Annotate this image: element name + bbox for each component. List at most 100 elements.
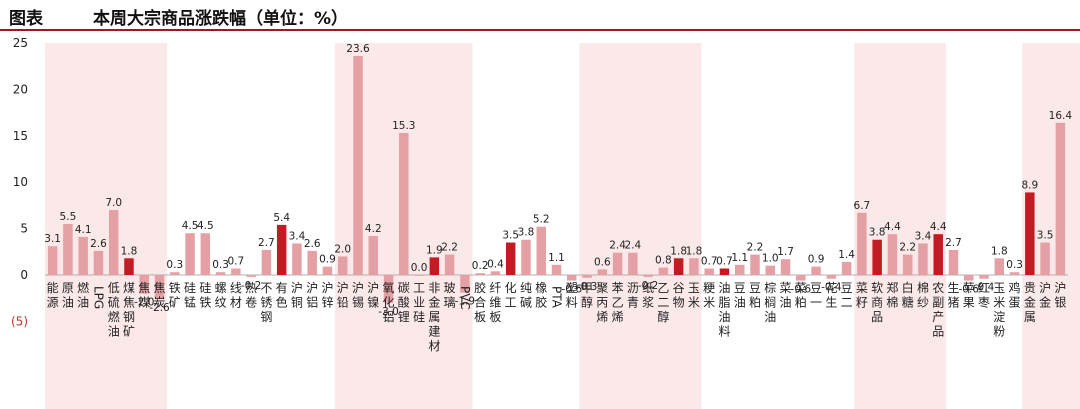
y-tick-label: 15 bbox=[13, 129, 28, 143]
y-tick-label: 5 bbox=[20, 222, 28, 236]
data-label: -0.6 bbox=[959, 284, 980, 296]
category-label: 碳酸锂 bbox=[398, 281, 410, 324]
bar bbox=[994, 258, 1005, 275]
bar bbox=[490, 271, 501, 275]
bar bbox=[643, 275, 653, 277]
category-label: 硅铁 bbox=[199, 281, 211, 310]
category-label: 生猪 bbox=[947, 281, 959, 310]
category-label: 油脂油料 bbox=[718, 281, 730, 339]
category-label: PVC bbox=[458, 286, 472, 310]
bar bbox=[964, 275, 974, 281]
category-label: 螺纹 bbox=[215, 281, 227, 310]
data-label: 4.4 bbox=[884, 221, 901, 233]
category-label: 棕榈油 bbox=[764, 280, 776, 324]
data-label: 0.7 bbox=[228, 256, 245, 268]
data-label: 2.7 bbox=[945, 237, 962, 249]
y-tick-label: 10 bbox=[13, 175, 28, 189]
category-label: 苹果 bbox=[963, 281, 975, 310]
category-label: 焦炭 bbox=[154, 281, 166, 310]
data-label: -2.0 bbox=[134, 297, 155, 309]
category-label: 豆粕 bbox=[749, 281, 761, 310]
category-label: 甲醇 bbox=[581, 281, 593, 310]
bar bbox=[673, 258, 684, 275]
data-label: -2.6 bbox=[149, 302, 170, 314]
data-label: 7.0 bbox=[105, 197, 122, 209]
category-label: 粳米 bbox=[703, 281, 715, 310]
data-label: 1.9 bbox=[426, 244, 443, 256]
category-label: 热卷 bbox=[245, 281, 257, 310]
category-label: 豆一 bbox=[810, 281, 822, 310]
bar bbox=[521, 239, 531, 275]
data-label: 0.9 bbox=[808, 254, 825, 266]
data-label: 0.4 bbox=[487, 258, 504, 270]
category-label: 软商品 bbox=[871, 281, 883, 324]
bar bbox=[887, 234, 898, 275]
data-label: -1.9 bbox=[455, 296, 476, 308]
category-label: 燃油 bbox=[77, 280, 89, 310]
bar bbox=[567, 275, 577, 281]
bar bbox=[276, 224, 287, 275]
data-label: -0.4 bbox=[974, 282, 995, 294]
category-label: 化工 bbox=[505, 281, 517, 310]
bar bbox=[200, 233, 211, 275]
bar bbox=[108, 210, 119, 275]
category-label: PTA bbox=[550, 286, 564, 309]
bar bbox=[231, 268, 241, 275]
data-label: 0.3 bbox=[1006, 259, 1023, 271]
category-label: 纤维板 bbox=[489, 281, 501, 324]
data-label: 0.8 bbox=[655, 255, 672, 267]
bar bbox=[1025, 192, 1035, 275]
bar bbox=[93, 250, 104, 275]
category-label: 能源 bbox=[47, 281, 59, 310]
data-label: 1.8 bbox=[121, 245, 138, 257]
data-label: 4.5 bbox=[182, 220, 199, 232]
data-label: 2.2 bbox=[441, 242, 458, 254]
data-label: 0.9 bbox=[319, 254, 336, 266]
data-label: 3.4 bbox=[289, 230, 306, 242]
title-row: 图表 本周大宗商品涨跌幅（单位：%） bbox=[0, 0, 1080, 31]
category-label: 沪锡 bbox=[352, 281, 364, 310]
data-labels: 3.15.54.12.67.01.8-2.0-2.60.34.54.50.30.… bbox=[44, 43, 1072, 318]
category-label: 原油 bbox=[62, 281, 74, 310]
category-label: 沪银 bbox=[1054, 281, 1066, 310]
category-label: 非金属建材 bbox=[428, 281, 440, 353]
bar bbox=[444, 254, 455, 275]
data-label: 0.3 bbox=[166, 259, 183, 271]
data-label: 8.9 bbox=[1021, 179, 1038, 191]
category-label: 郑棉 bbox=[886, 280, 898, 310]
category-label: 塑料 bbox=[566, 280, 578, 310]
bar bbox=[689, 258, 699, 275]
category-label: 低硫燃油 bbox=[108, 281, 120, 339]
category-label: 豆二 bbox=[841, 281, 853, 310]
data-label: 1.7 bbox=[777, 246, 794, 258]
y-tick-label: 25 bbox=[13, 36, 28, 50]
data-label: -0.4 bbox=[821, 282, 842, 294]
category-label: 沪铜 bbox=[291, 281, 303, 310]
category-label: 不锈钢 bbox=[260, 281, 272, 324]
data-label: -0.3 bbox=[577, 281, 598, 293]
category-label: 氧化铝 bbox=[383, 281, 395, 324]
data-label: 5.5 bbox=[60, 211, 77, 223]
figure-label: 图表 bbox=[9, 9, 43, 29]
category-label: 菜籽 bbox=[856, 281, 868, 310]
bar bbox=[307, 250, 317, 275]
category-label: 红枣 bbox=[978, 280, 990, 310]
category-band bbox=[579, 43, 702, 409]
bar bbox=[780, 259, 791, 275]
category-label: 纸浆 bbox=[642, 281, 654, 310]
data-label: 5.2 bbox=[533, 214, 550, 226]
data-label: 4.2 bbox=[365, 223, 382, 235]
bar bbox=[796, 275, 806, 281]
data-label: 2.6 bbox=[90, 238, 107, 250]
bar bbox=[292, 243, 302, 275]
data-label: 3.8 bbox=[869, 227, 886, 239]
bar-chart: 25 20 15 10 5 0 (5) 3.1 5.54.1 2.6 7.0 1.8 -2.0-2.6… bbox=[11, 36, 1080, 409]
data-label: -0.6 bbox=[791, 284, 812, 296]
category-label: 菜油 bbox=[780, 281, 792, 310]
bar bbox=[505, 242, 516, 275]
bar bbox=[857, 212, 867, 275]
data-label: 0.2 bbox=[472, 260, 489, 272]
data-label: 1.0 bbox=[762, 253, 779, 265]
category-label: 沪镍 bbox=[367, 281, 379, 310]
data-label: 3.4 bbox=[915, 230, 932, 242]
